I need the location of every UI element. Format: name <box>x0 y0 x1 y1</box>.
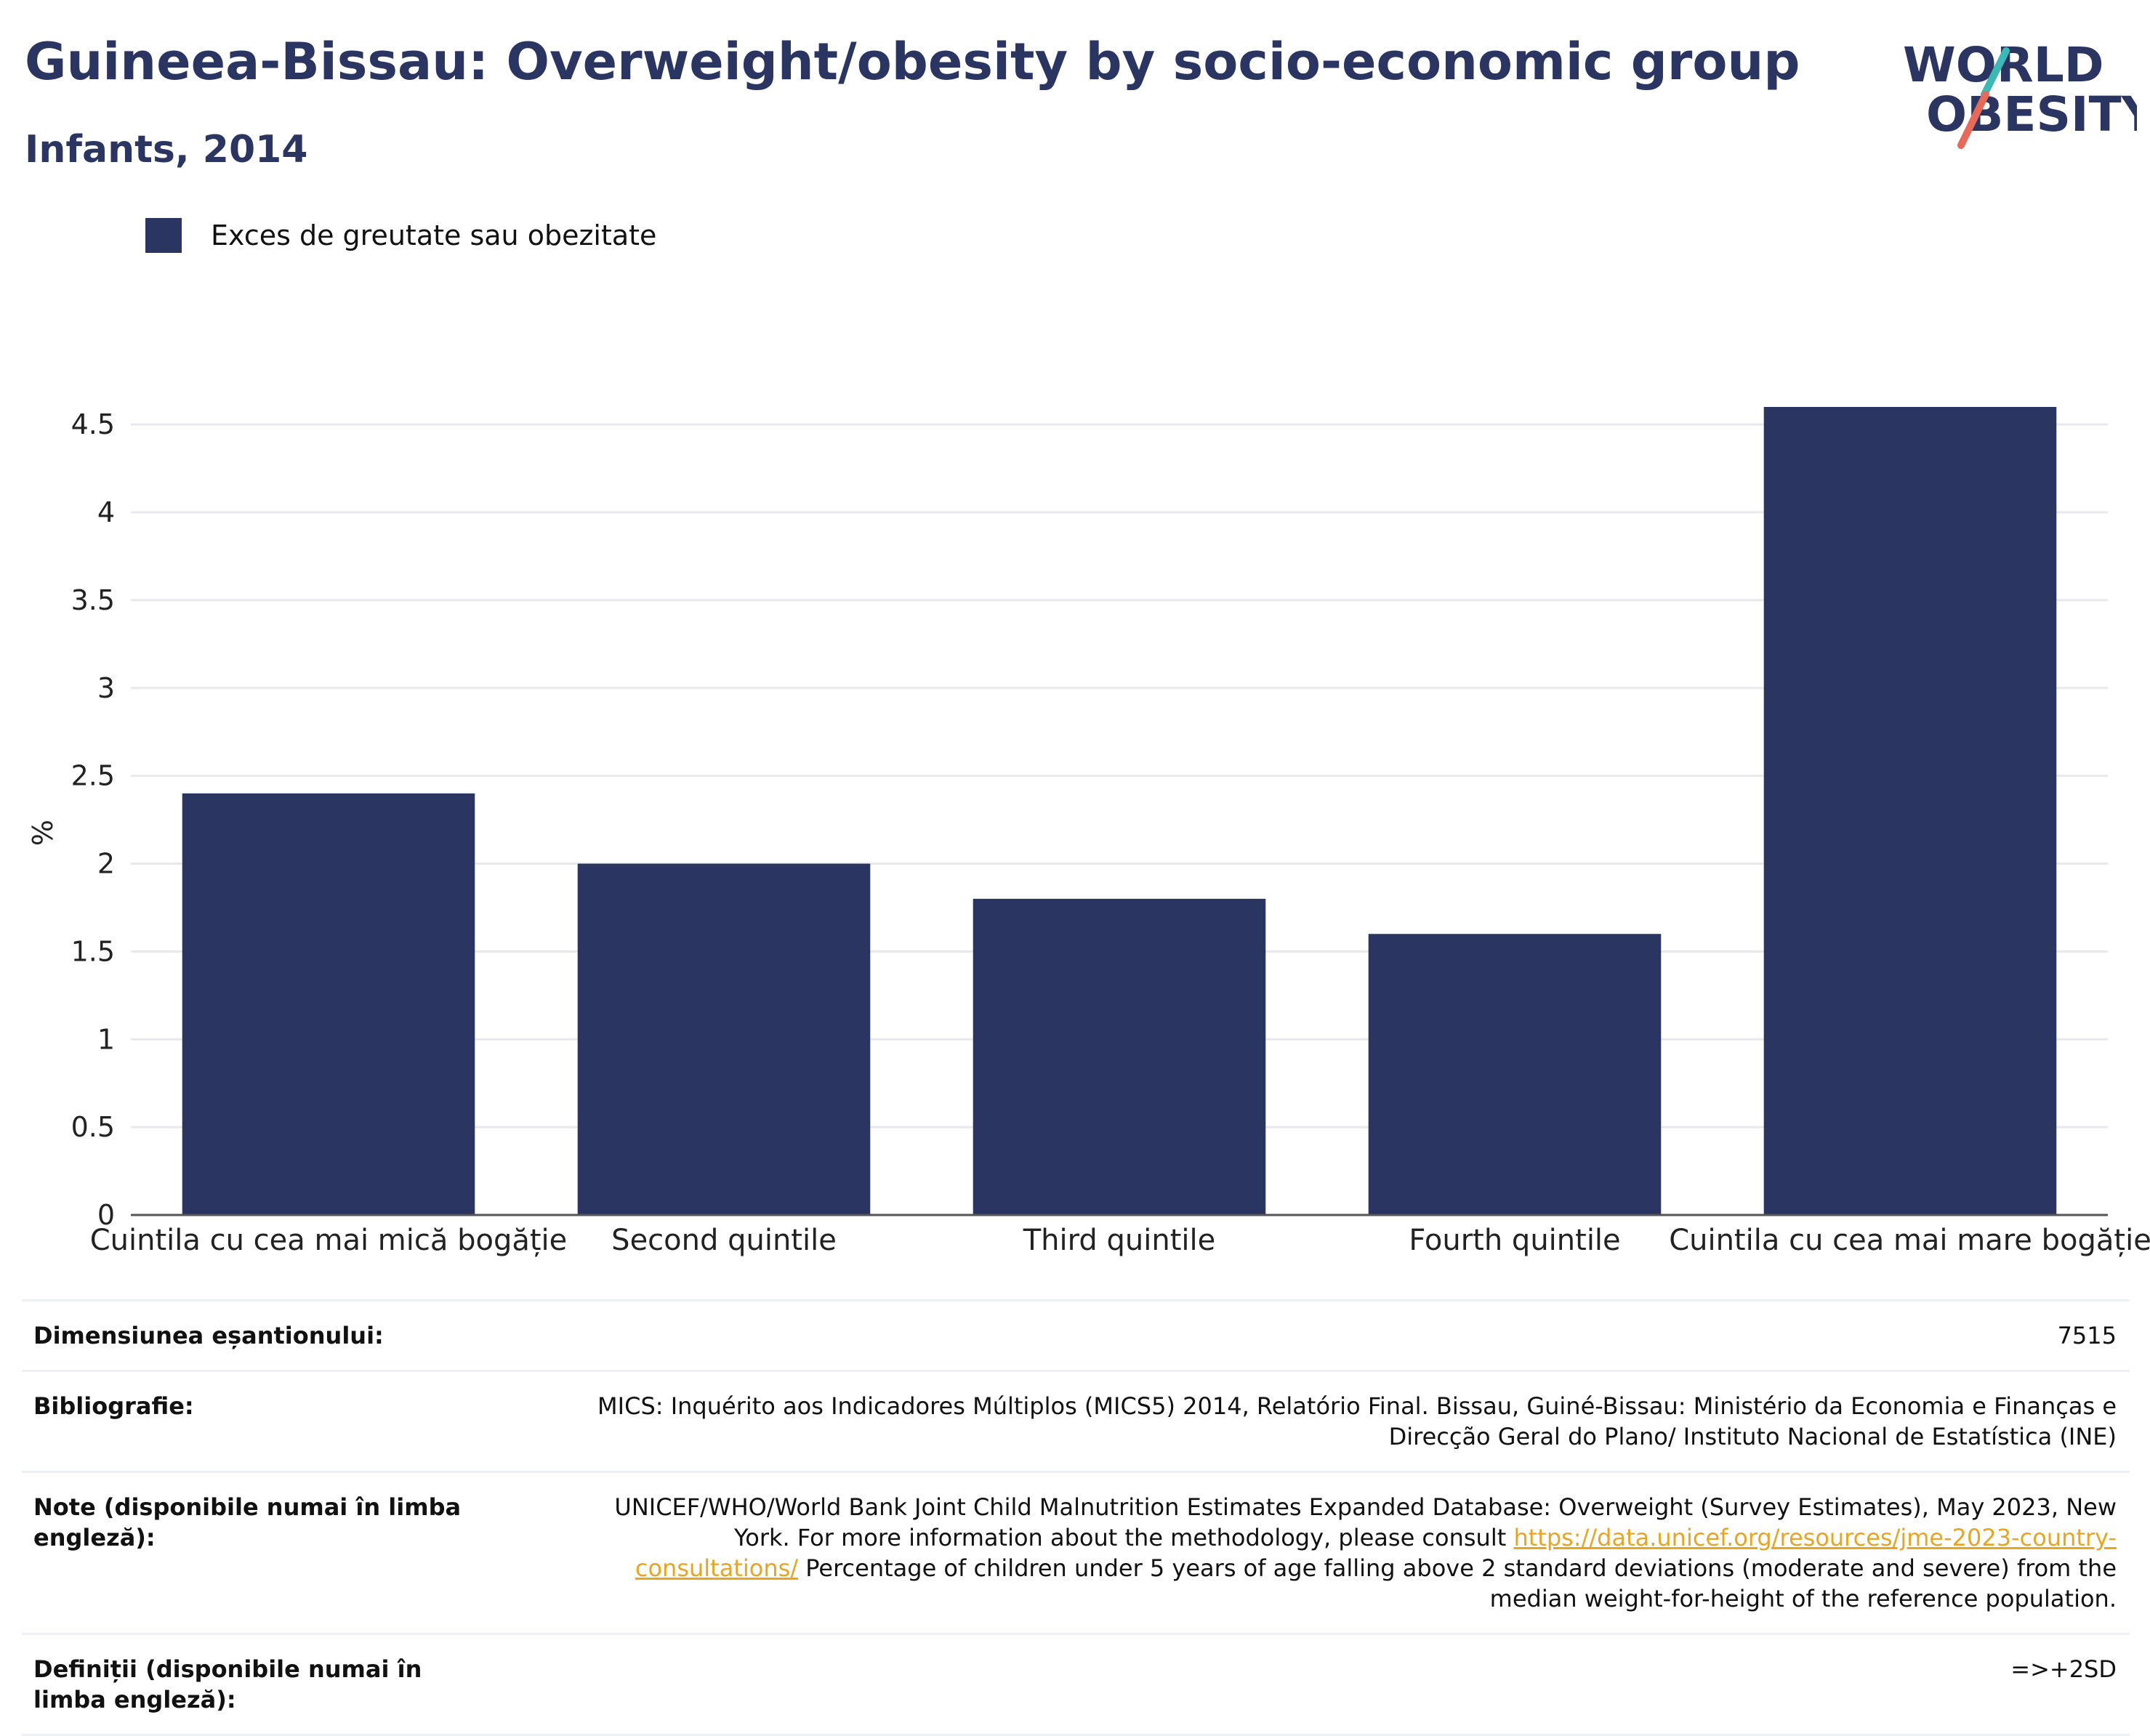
y-tick-label: 4.5 <box>71 408 115 440</box>
x-tick-label: Cuintila cu cea mai mare bogăție <box>1669 1224 2150 1257</box>
bar <box>182 793 475 1215</box>
x-tick-label: Third quintile <box>1023 1224 1215 1257</box>
legend-label[interactable]: Exces de greutate sau obezitate <box>211 219 657 251</box>
sample-size-label: Dimensiunea eșantionului: <box>33 1322 384 1349</box>
x-tick-label: Fourth quintile <box>1409 1224 1620 1257</box>
logo-slash-red <box>1957 91 1989 149</box>
info-row-bibliography: Bibliografie: MICS: Inquérito aos Indica… <box>22 1370 2130 1471</box>
info-row-sample: Dimensiunea eșantionului: 7515 <box>22 1299 2130 1370</box>
y-tick-label: 4 <box>97 496 115 528</box>
logo-line1: WORLD <box>1903 37 2104 93</box>
y-axis-label: % <box>27 820 59 846</box>
notes-label: Note (disponibile numai în limba engleză… <box>33 1493 462 1551</box>
page-subtitle: Infants, 2014 <box>25 128 308 171</box>
info-row-notes: Note (disponibile numai în limba engleză… <box>22 1471 2130 1633</box>
bibliography-label: Bibliografie: <box>33 1392 194 1420</box>
x-tick-label: Cuintila cu cea mai mică bogăție <box>90 1224 568 1257</box>
bar <box>1763 407 2057 1215</box>
sample-size-value: 7515 <box>2057 1322 2117 1349</box>
bibliography-value: MICS: Inquérito aos Indicadores Múltiplo… <box>597 1392 2117 1450</box>
y-tick-label: 3.5 <box>71 584 115 616</box>
info-row-definitions: Definiții (disponibile numai în limba en… <box>22 1633 2130 1736</box>
bar-chart: 0 0.5 1 1.5 2 2.5 3 3.5 4 4.5% Cuintila cu cea mai… <box>27 407 2150 1257</box>
y-tick-label: 0 <box>97 1199 115 1231</box>
bar <box>973 898 1266 1215</box>
logo-graphic: WORLD OBESITY <box>1903 37 2150 149</box>
y-tick-label: 3 <box>97 672 115 704</box>
y-tick-label: 1 <box>97 1023 115 1055</box>
logo-slash-teal <box>1981 47 2010 98</box>
info-table: Dimensiunea eșantionului: 7515 Bibliogra… <box>22 1299 2130 1736</box>
definitions-label: Definiții (disponibile numai în limba en… <box>33 1655 422 1713</box>
legend-swatch[interactable] <box>145 218 182 253</box>
notes-text-2: Percentage of children under 5 years of … <box>805 1554 2117 1612</box>
bar <box>1368 934 1662 1215</box>
legend: Exces de greutate sau obezitate <box>145 218 656 253</box>
x-tick-label: Second quintile <box>611 1224 837 1257</box>
y-tick-label: 2.5 <box>71 760 115 792</box>
y-tick-label: 2 <box>97 848 115 880</box>
bar <box>577 863 871 1215</box>
page-title: Guineea-Bissau: Overweight/obesity by so… <box>25 32 1800 92</box>
y-tick-label: 0.5 <box>71 1111 115 1143</box>
world-obesity-logo[interactable]: WORLD OBESITY <box>1897 22 2150 153</box>
notes-text-1: UNICEF/WHO/World Bank Joint Child Malnut… <box>614 1493 2117 1551</box>
definitions-value: =>+2SD <box>2010 1655 2117 1683</box>
notes-value: UNICEF/WHO/World Bank Joint Child Malnut… <box>590 1492 2117 1614</box>
notes-link[interactable]: https://data.unicef.org/resources/jme-20… <box>635 1524 2117 1582</box>
y-tick-label: 1.5 <box>71 935 115 967</box>
